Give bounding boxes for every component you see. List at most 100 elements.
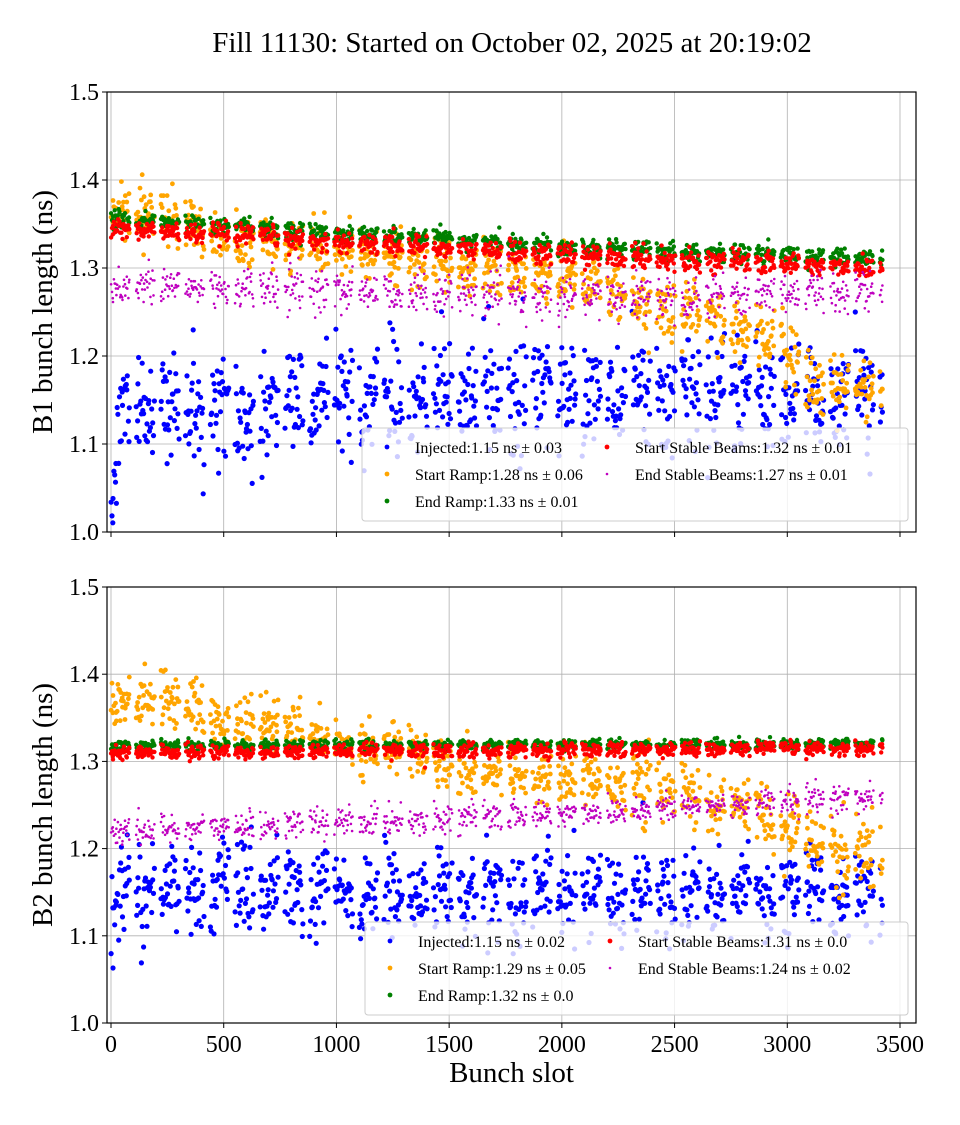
data-point — [821, 266, 825, 270]
data-point — [324, 336, 329, 341]
data-point — [444, 400, 449, 405]
data-point — [264, 296, 267, 299]
data-point — [618, 287, 621, 290]
data-point — [172, 869, 177, 874]
data-point — [846, 363, 851, 368]
data-point — [192, 229, 196, 233]
data-point — [211, 931, 216, 936]
data-point — [408, 904, 413, 909]
data-point — [547, 369, 552, 374]
data-point — [790, 406, 795, 411]
data-point — [227, 225, 231, 229]
data-point — [317, 423, 322, 428]
data-point — [325, 390, 330, 395]
data-point — [441, 871, 446, 876]
data-point — [857, 295, 860, 298]
data-point — [250, 272, 253, 275]
data-point — [388, 379, 393, 384]
data-point — [365, 229, 369, 233]
data-point — [191, 327, 196, 332]
data-point — [347, 284, 350, 287]
data-point — [489, 241, 493, 245]
data-point — [273, 413, 278, 418]
data-point — [632, 294, 635, 297]
data-point — [243, 252, 248, 257]
data-point — [868, 360, 873, 365]
data-point — [177, 285, 180, 288]
data-point — [681, 363, 686, 368]
data-point — [547, 244, 551, 248]
data-point — [819, 269, 822, 272]
data-point — [482, 379, 487, 384]
data-point — [368, 292, 371, 295]
data-point — [817, 247, 821, 251]
data-point — [217, 223, 221, 227]
data-point — [235, 441, 240, 446]
data-point — [276, 306, 279, 309]
data-point — [140, 274, 143, 277]
data-point — [484, 405, 489, 410]
data-point — [719, 287, 722, 290]
data-point — [320, 250, 324, 254]
data-point — [733, 349, 738, 354]
data-point — [810, 275, 813, 278]
data-point — [548, 855, 553, 860]
data-point — [321, 920, 326, 925]
data-point — [425, 296, 428, 299]
data-point — [772, 309, 775, 312]
data-point — [521, 261, 526, 266]
data-point — [238, 911, 243, 916]
data-point — [542, 400, 547, 405]
data-point — [192, 453, 197, 458]
data-point — [125, 235, 129, 239]
data-point — [186, 885, 191, 890]
data-point — [636, 246, 640, 250]
data-point — [298, 355, 303, 360]
data-point — [646, 350, 651, 355]
data-point — [497, 225, 501, 229]
data-point — [424, 275, 429, 280]
data-point — [267, 900, 272, 905]
data-point — [469, 243, 473, 247]
data-point — [730, 246, 734, 250]
data-point — [291, 242, 295, 246]
data-point — [259, 426, 264, 431]
data-point — [114, 501, 119, 506]
data-point — [375, 250, 379, 254]
data-point — [184, 858, 189, 863]
data-point — [581, 244, 585, 248]
data-point — [190, 285, 193, 288]
data-point — [654, 346, 659, 351]
data-point — [110, 965, 115, 970]
data-point — [247, 845, 252, 850]
data-point — [832, 352, 837, 357]
data-point — [687, 281, 690, 284]
data-point — [198, 868, 203, 873]
data-point — [174, 295, 177, 298]
data-point — [523, 254, 527, 258]
data-point — [560, 869, 565, 874]
data-point — [690, 354, 695, 359]
data-point — [709, 268, 713, 272]
data-point — [290, 860, 295, 865]
data-point — [784, 421, 789, 426]
data-point — [640, 280, 643, 283]
data-point — [440, 414, 445, 419]
data-point — [684, 386, 689, 391]
data-point — [819, 396, 824, 401]
data-point — [171, 284, 174, 287]
data-point — [680, 349, 685, 354]
data-point — [346, 295, 349, 298]
data-point — [423, 255, 427, 259]
data-point — [523, 904, 528, 909]
data-point — [760, 301, 763, 304]
data-point — [440, 288, 443, 291]
data-point — [660, 377, 665, 382]
data-point — [746, 294, 749, 297]
data-point — [201, 218, 205, 222]
data-point — [165, 461, 170, 466]
data-point — [152, 866, 157, 871]
data-point — [536, 311, 539, 314]
data-point — [879, 403, 884, 408]
data-point — [557, 894, 562, 899]
